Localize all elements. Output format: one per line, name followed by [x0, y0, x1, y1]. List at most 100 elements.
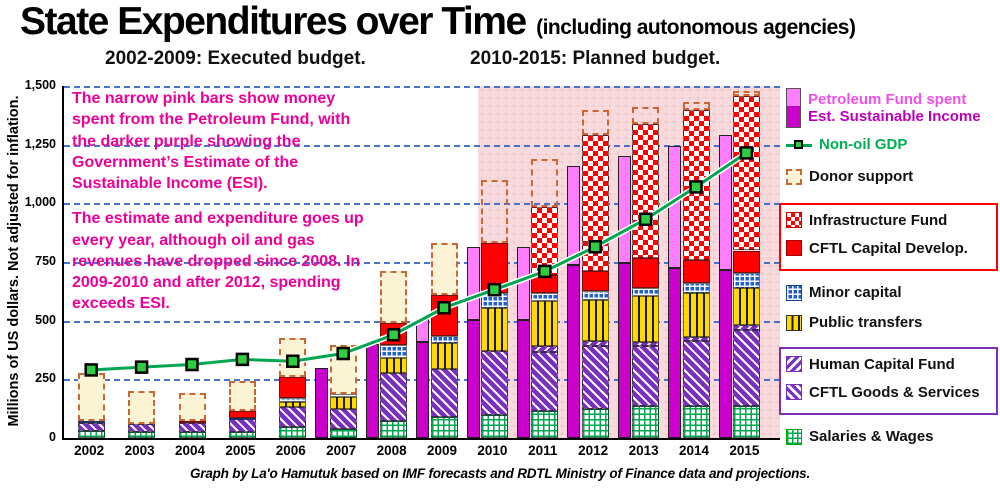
bar-2005-salaries: [228, 431, 256, 438]
y-tick-250: 250: [35, 371, 56, 386]
legend-label-petroleum: Petroleum Fund spent Est. Sustainable Inc…: [808, 91, 981, 126]
legend-label-line: Human Capital Fund: [809, 355, 955, 373]
bar-2015-donor-support: [732, 90, 760, 97]
bar-2007-salaries: [329, 428, 357, 438]
bar-2011-salaries: [531, 410, 559, 438]
bar-2012-salaries: [581, 408, 609, 438]
bar-2009-salaries: [430, 416, 458, 438]
legend-label-line: Petroleum Fund spent: [808, 90, 967, 108]
bar-2008-esi: [416, 341, 430, 438]
bar-2013-cftl_gs: [632, 346, 660, 406]
x-tick-2002: 2002: [74, 443, 105, 458]
bar-2004-cftl_gs: [178, 423, 206, 433]
capital-swatch-icon: [786, 240, 802, 257]
bar-2014-capital: [682, 259, 710, 283]
x-tick-2003: 2003: [124, 443, 155, 458]
legend-label-capital: CFTL Capital Develop.: [809, 240, 968, 257]
annotation-paragraph-1: The narrow pink bars show money spent fr…: [72, 90, 351, 193]
bar-2008-cftl_gs: [380, 373, 408, 421]
bar-2002-cftl_gs: [77, 422, 105, 431]
bar-2010-transfers: [480, 307, 508, 352]
gdp-marker-icon: [794, 139, 803, 149]
gdp-marker-2010: [487, 282, 502, 297]
header: State Expenditures over Time (including …: [20, 0, 995, 44]
bar-2011-transfers: [531, 300, 559, 347]
legend-label-gdp: Non-oil GDP: [819, 136, 907, 153]
legend-item-capital: CFTL Capital Develop.: [786, 240, 991, 257]
subtitle-planned: 2010-2015: Planned budget.: [470, 48, 721, 69]
bar-2009-esi: [466, 320, 480, 438]
legend-label-donor: Donor support: [809, 168, 913, 185]
legend-item-transfers: Public transfers: [786, 314, 998, 331]
source-caption: Graph by La'o Hamutuk based on IMF forec…: [189, 466, 811, 481]
gdp-marker-2011: [538, 264, 552, 279]
gridline-1500: [64, 86, 780, 88]
legend-label-line: Salaries & Wages: [809, 428, 934, 445]
gridline-1000: [64, 203, 780, 206]
x-tick-2011: 2011: [528, 443, 558, 458]
gridline-750: [64, 262, 780, 264]
bar-2007-transfers: [329, 396, 357, 409]
legend-label-line: Infrastructure Fund: [809, 211, 948, 229]
y-tick-1250: 1,250: [24, 136, 56, 151]
bar-2003-cftl_gs: [128, 423, 156, 433]
bar-2006-minor: [279, 397, 307, 402]
legend-group-red-box: Infrastructure Fund CFTL Capital Develop.: [779, 202, 998, 271]
legend-label-salaries: Salaries & Wages: [809, 428, 934, 445]
bar-2008-transfers: [380, 358, 408, 374]
bar-2014-esi: [718, 269, 732, 438]
bar-2012-cftl_gs: [581, 346, 609, 409]
x-tick-2013: 2013: [628, 443, 659, 458]
hcf-swatch-icon: [786, 356, 802, 373]
legend-label-line: Donor support: [809, 168, 914, 186]
gdp-marker-2007: [336, 346, 350, 361]
bar-2015-capital: [732, 250, 760, 273]
gdp-marker-2002: [84, 363, 98, 377]
bar-2012-esi: [617, 262, 631, 438]
x-tick-2007: 2007: [326, 443, 357, 458]
bar-2006-cftl_gs: [279, 406, 307, 427]
legend-label-transfers: Public transfers: [809, 314, 922, 331]
bar-2010-salaries: [480, 414, 508, 438]
bar-2011-donor-support: [531, 158, 559, 208]
x-tick-2010: 2010: [477, 443, 508, 458]
gdp-marker-2003: [134, 360, 149, 374]
bar-2015-hcf: [732, 325, 760, 331]
salaries-swatch-icon: [786, 428, 802, 445]
bar-2011-petroleum-fund-spent: [567, 165, 581, 265]
x-tick-2014: 2014: [678, 443, 710, 458]
gdp-marker-2014: [689, 180, 703, 194]
gs-swatch-icon: [786, 384, 802, 401]
bar-2015-minor: [732, 272, 760, 288]
bar-2006-transfers: [279, 401, 307, 407]
legend-label-hcf: Human Capital Fund: [809, 356, 955, 373]
bar-2003-salaries: [128, 432, 156, 438]
legend-item-petroleum: Petroleum Fund spent Est. Sustainable Inc…: [786, 88, 998, 128]
x-tick-2005: 2005: [225, 443, 256, 458]
bar-2007-cftl_gs: [329, 408, 357, 429]
bar-2015-transfers: [732, 287, 760, 326]
bar-2007-minor: [329, 393, 357, 397]
bar-2005-capital: [228, 410, 256, 418]
infrastructure-swatch-icon: [786, 212, 802, 229]
legend-label-line: CFTL Capital Develop.: [809, 239, 968, 257]
bar-2009-donor-support: [430, 242, 458, 295]
x-tick-2015: 2015: [729, 443, 760, 458]
bar-2013-donor-support: [632, 107, 660, 124]
x-tick-2006: 2006: [275, 443, 306, 458]
legend-item-salaries: Salaries & Wages: [786, 428, 998, 445]
legend-item-minor: Minor capital: [786, 284, 998, 301]
bar-2004-capital: [178, 421, 206, 424]
legend: Petroleum Fund spent Est. Sustainable Inc…: [779, 88, 998, 445]
gdp-line-chart: [84, 146, 754, 377]
subtitle-executed: 2002-2009: Executed budget.: [105, 48, 366, 69]
petroleum-swatch-icon: [786, 88, 801, 128]
bar-2013-minor: [632, 287, 660, 296]
annotation-paragraph-2: The estimate and expenditure goes up eve…: [72, 210, 364, 313]
y-tick-500: 500: [35, 312, 56, 327]
bar-2013-capital: [632, 257, 660, 288]
bar-2009-petroleum-fund-spent: [466, 247, 480, 321]
donor-swatch-icon: [786, 168, 802, 185]
bar-2002-salaries: [77, 430, 105, 438]
gdp-marker-2013: [638, 212, 653, 227]
